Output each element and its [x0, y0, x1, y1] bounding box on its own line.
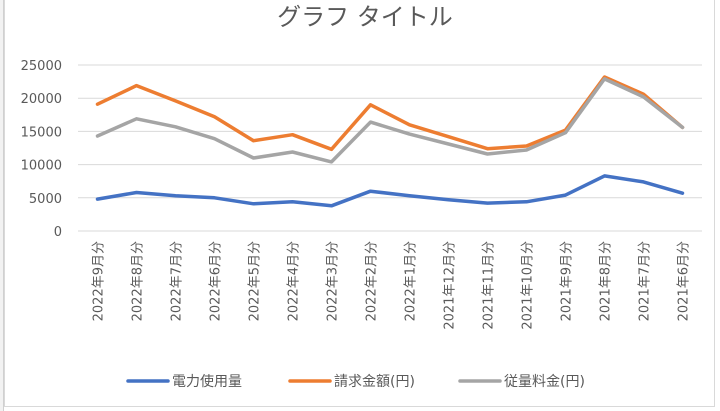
x-tick-label: 2021年11月分 [482, 241, 497, 330]
legend-item[interactable]: 請求金額(円) [288, 374, 415, 390]
x-tick-label: 2021年10月分 [521, 241, 536, 330]
legend-item[interactable]: 電力使用量 [126, 373, 242, 390]
y-tick-label: 15000 [21, 125, 62, 140]
legend-label: 請求金額(円) [334, 374, 415, 390]
chart-title: グラフ タイトル [277, 3, 453, 31]
x-tick-label: 2022年5月分 [248, 241, 263, 321]
x-tick-label: 2022年3月分 [326, 241, 341, 321]
x-tick-label: 2022年1月分 [404, 241, 419, 321]
x-tick-label: 2022年6月分 [209, 241, 224, 321]
x-tick-label: 2022年2月分 [365, 241, 380, 321]
series-lines [95, 75, 685, 208]
x-tick-label: 2021年7月分 [638, 241, 653, 321]
series-line[interactable] [95, 174, 685, 208]
legend: 電力使用量 請求金額(円) 従量料金(円) [126, 373, 585, 390]
x-tick-label: 2022年4月分 [287, 241, 302, 321]
y-axis-ticks: 0 5000 10000 15000 20000 25000 [21, 59, 62, 240]
x-tick-label: 2021年9月分 [560, 241, 575, 321]
y-tick-label: 25000 [21, 59, 62, 74]
gridlines [78, 64, 702, 232]
series-line[interactable] [95, 77, 685, 164]
x-tick-label: 2022年8月分 [131, 241, 146, 321]
legend-item[interactable]: 従量料金(円) [458, 374, 585, 390]
sheet-edge [0, 0, 4, 411]
x-tick-label: 2021年6月分 [677, 241, 692, 321]
series-line[interactable] [95, 75, 685, 152]
y-tick-label: 0 [54, 225, 62, 240]
x-tick-label: 2022年9月分 [92, 241, 107, 321]
x-tick-label: 2021年8月分 [599, 241, 614, 321]
legend-label: 電力使用量 [172, 373, 242, 390]
y-tick-label: 10000 [21, 159, 62, 174]
legend-label: 従量料金(円) [504, 374, 585, 390]
y-tick-label: 5000 [29, 192, 62, 207]
x-tick-label: 2021年12月分 [443, 241, 458, 330]
x-axis-ticks: 2022年9月分 2022年8月分 2022年7月分 2022年6月分 2022年5月分… [92, 241, 692, 330]
x-tick-label: 2022年7月分 [170, 241, 185, 321]
y-tick-label: 20000 [21, 92, 62, 107]
chart-area[interactable] [4, 0, 715, 407]
